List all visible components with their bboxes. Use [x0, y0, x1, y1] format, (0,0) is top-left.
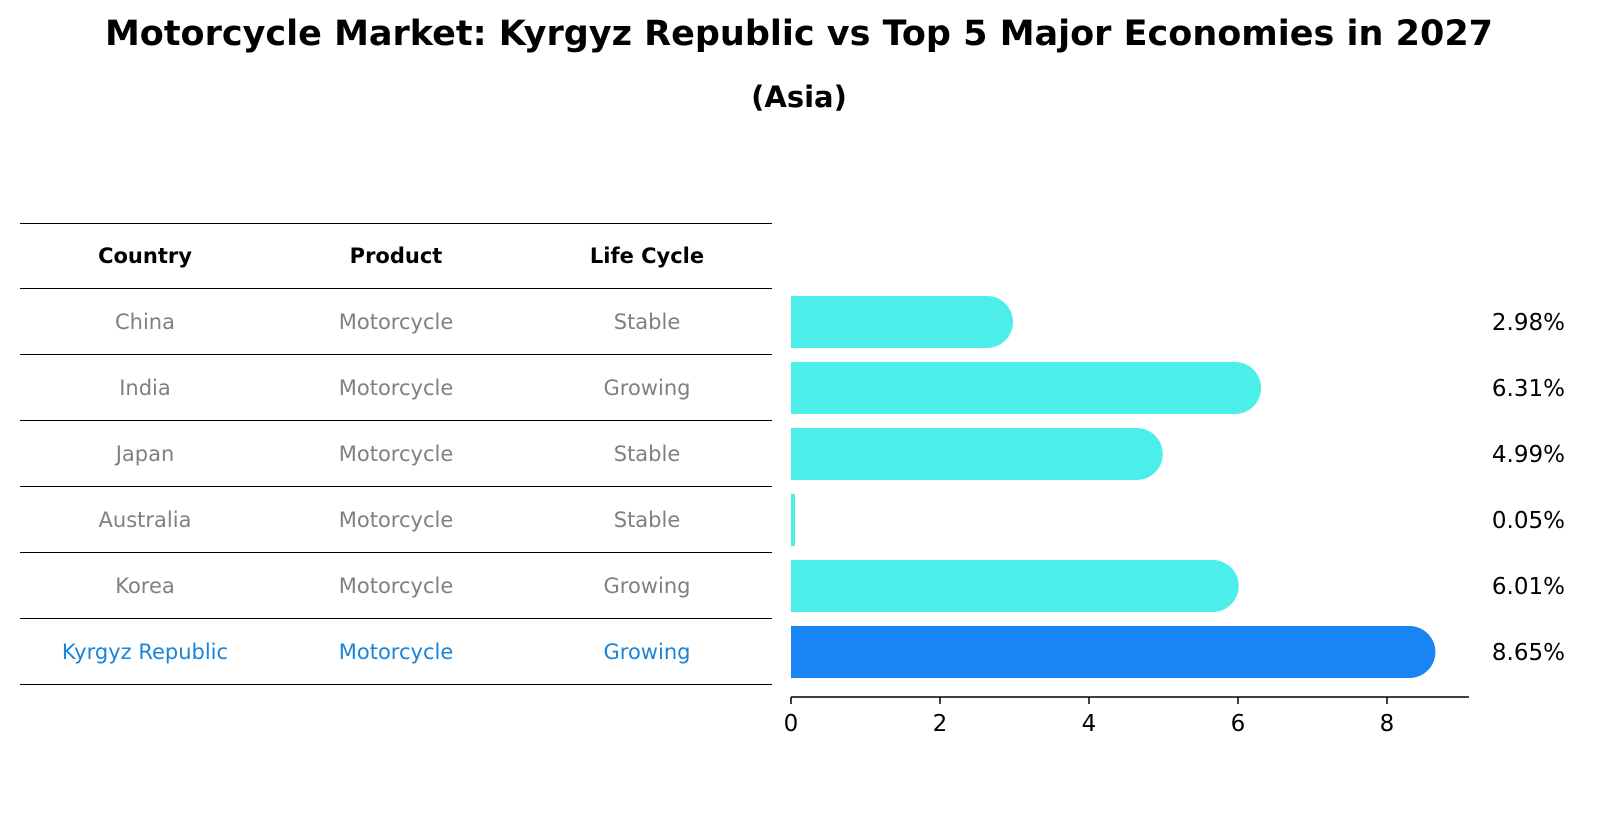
market-table: Country Product Life Cycle China Motorcy…: [20, 223, 772, 685]
country-cell: Japan: [115, 441, 175, 466]
bar-australia: [791, 494, 795, 546]
product-cell: Motorcycle: [338, 507, 454, 532]
bar-china: [791, 296, 1014, 348]
product-cell: Motorcycle: [338, 573, 454, 598]
bar-kyrgyz-republic: [791, 626, 1436, 678]
x-tick-label: 8: [1380, 711, 1395, 737]
bar-value-label: 6.31%: [1492, 376, 1565, 402]
bar-value-label: 2.98%: [1492, 310, 1565, 336]
country-cell: China: [115, 309, 175, 334]
header-country: Country: [98, 244, 192, 268]
x-tick-label: 6: [1231, 711, 1246, 737]
table-row: Korea Motorcycle Growing: [20, 553, 772, 619]
x-tick-label: 0: [784, 711, 799, 737]
x-tick-label: 2: [933, 711, 948, 737]
country-cell: India: [119, 375, 171, 400]
table-row: Japan Motorcycle Stable: [20, 421, 772, 487]
product-cell: Motorcycle: [338, 309, 454, 334]
chart-subtitle: (Asia): [751, 80, 847, 114]
product-cell: Motorcycle: [338, 639, 454, 664]
life-cycle-cell: Stable: [613, 309, 681, 334]
x-tick-label: 4: [1082, 711, 1097, 737]
table-row: India Motorcycle Growing: [20, 355, 772, 421]
life-cycle-cell: Growing: [603, 573, 691, 598]
life-cycle-cell: Growing: [603, 375, 691, 400]
product-cell: Motorcycle: [338, 441, 454, 466]
header-life-cycle: Life Cycle: [589, 244, 705, 268]
table-header-row: Country Product Life Cycle: [20, 223, 772, 289]
country-cell: Australia: [98, 507, 192, 532]
bar-india: [791, 362, 1262, 414]
country-cell: Korea: [115, 573, 175, 598]
table-row-highlight: Kyrgyz Republic Motorcycle Growing: [20, 619, 772, 685]
country-cell: Kyrgyz Republic: [61, 639, 229, 664]
bar-korea: [791, 560, 1239, 612]
header-product: Product: [349, 244, 443, 268]
life-cycle-cell: Stable: [613, 507, 681, 532]
life-cycle-cell: Growing: [603, 639, 691, 664]
table-row: China Motorcycle Stable: [20, 289, 772, 355]
bar-value-label: 0.05%: [1492, 508, 1565, 534]
life-cycle-cell: Stable: [613, 441, 681, 466]
bar-value-label: 8.65%: [1492, 640, 1565, 666]
bar-value-label: 4.99%: [1492, 442, 1565, 468]
product-cell: Motorcycle: [338, 375, 454, 400]
chart-title: Motorcycle Market: Kyrgyz Republic vs To…: [104, 14, 1494, 54]
table-row: Australia Motorcycle Stable: [20, 487, 772, 553]
bar-japan: [791, 428, 1163, 480]
bar-value-label: 6.01%: [1492, 574, 1565, 600]
